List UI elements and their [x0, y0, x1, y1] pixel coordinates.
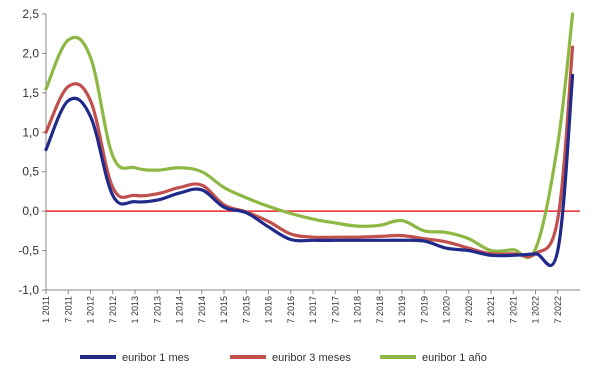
x-tick-label: 7 2016 — [286, 296, 296, 324]
legend-label-0: euribor 1 mes — [122, 352, 190, 364]
legend-label-1: euribor 3 meses — [272, 352, 351, 364]
y-tick-label: 0,0 — [22, 204, 39, 218]
y-tick-label: -1,0 — [18, 283, 39, 297]
x-tick-label: 1 2021 — [486, 296, 496, 324]
x-tick-label: 1 2022 — [531, 296, 541, 324]
y-tick-label: 1,5 — [22, 86, 39, 100]
x-tick-label: 7 2011 — [63, 296, 73, 323]
x-tick-label: 7 2012 — [108, 296, 118, 324]
axes-layer: 2,5 2,0 1,5 1,0 0,5 0,0 -0,5 -1,01 2011 7 2011 1 … — [18, 7, 580, 324]
x-tick-label: 7 2019 — [419, 296, 429, 324]
x-tick-label: 7 2013 — [152, 296, 162, 324]
x-tick-label: 1 2016 — [264, 296, 274, 324]
x-tick-label: 1 2012 — [86, 296, 96, 324]
x-tick-label: 1 2011 — [41, 296, 51, 323]
legend-label-2: euribor 1 año — [422, 352, 487, 364]
x-tick-label: 7 2018 — [375, 296, 385, 324]
x-tick-label: 1 2018 — [353, 296, 363, 324]
series-line-0 — [44, 73, 575, 268]
x-tick-label: 7 2022 — [553, 296, 563, 324]
x-tick-label: 7 2017 — [330, 296, 340, 324]
x-tick-label: 7 2015 — [241, 296, 251, 324]
series-line-2 — [44, 12, 575, 260]
y-tick-label: 2,0 — [22, 46, 39, 60]
series-layer — [44, 12, 575, 268]
x-tick-label: 1 2019 — [397, 296, 407, 324]
x-tick-label: 7 2014 — [197, 296, 207, 324]
y-tick-label: -0,5 — [18, 244, 39, 258]
x-tick-label: 1 2017 — [308, 296, 318, 324]
legend: euribor 1 mes euribor 3 meses euribor 1 añ… — [80, 352, 487, 364]
y-tick-label: 1,0 — [22, 125, 39, 139]
x-tick-label: 1 2015 — [219, 296, 229, 324]
x-tick-label: 7 2021 — [508, 296, 518, 324]
x-tick-label: 1 2020 — [442, 296, 452, 324]
x-tick-label: 1 2013 — [130, 296, 140, 324]
y-tick-label: 0,5 — [22, 165, 39, 179]
x-tick-label: 7 2020 — [464, 296, 474, 324]
series-line-1 — [44, 45, 575, 259]
x-tick-label: 1 2014 — [175, 296, 185, 324]
y-tick-label: 2,5 — [22, 7, 39, 21]
